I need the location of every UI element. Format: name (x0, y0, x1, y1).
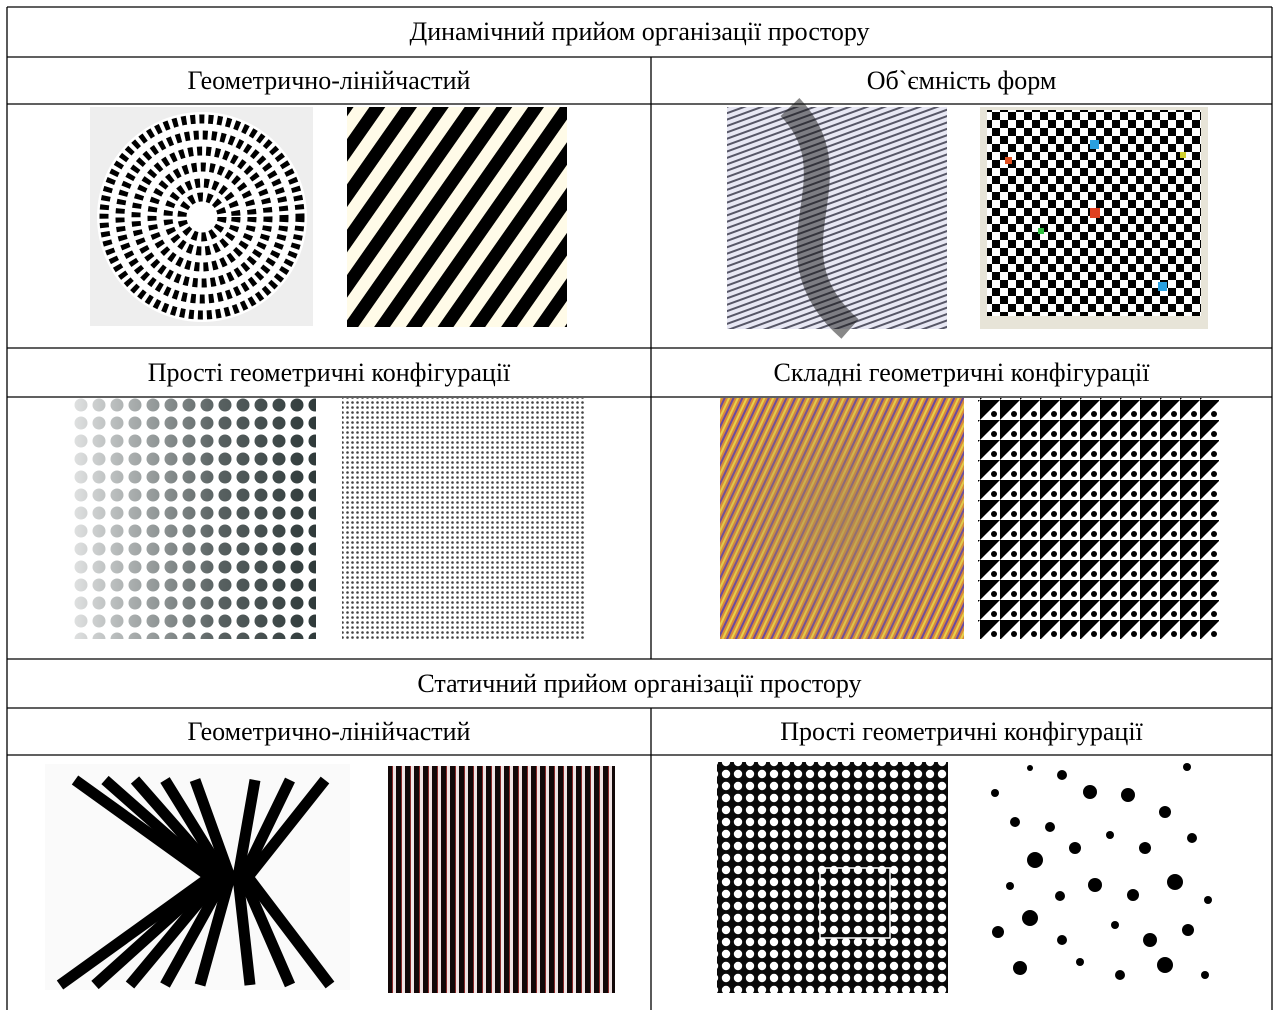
image-waves (347, 107, 567, 327)
section-title: Динамічний прийом організації простору (409, 17, 870, 46)
image-twist (727, 98, 947, 339)
table-borders (6, 6, 1273, 1010)
image-holes (717, 762, 948, 993)
section-title: Статичний прийом організації простору (417, 669, 862, 698)
column-header: Прості геометричні конфігурації (780, 717, 1143, 746)
image-dots (73, 398, 316, 639)
image-scattered-dots (984, 757, 1220, 992)
column-header: Геометрично-лінійчастий (187, 66, 471, 95)
column-header: Об`ємність форм (866, 66, 1057, 95)
image-vertical-stripes (388, 766, 615, 993)
column-header: Геометрично-лінійчастий (187, 717, 471, 746)
image-vortex (720, 398, 964, 639)
image-fan-stripes (45, 764, 350, 990)
image-checker (980, 107, 1208, 329)
image-fine-grid (342, 398, 585, 639)
column-header: Складні геометричні конфігурації (773, 358, 1150, 387)
image-spiral (90, 107, 313, 326)
column-header: Прості геометричні конфігурації (147, 358, 511, 387)
image-triangles (978, 398, 1219, 639)
